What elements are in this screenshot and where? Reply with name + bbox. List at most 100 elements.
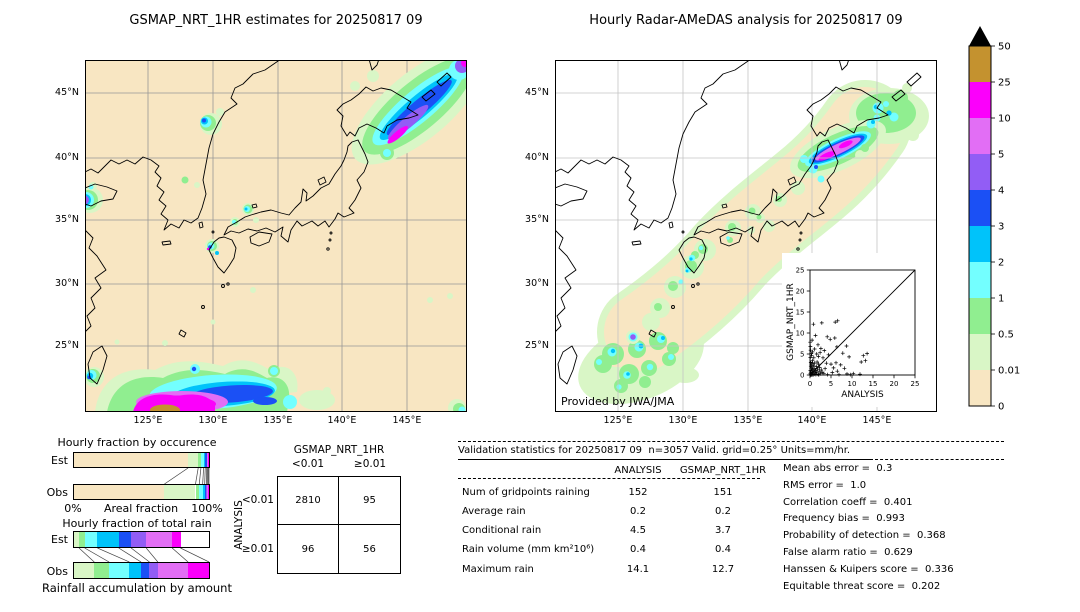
scatter-inset: 00 5 5 10 10 15 15 20 20 25 25 ANALYSIS GSMAP_NRT_… xyxy=(782,253,937,407)
score-line: False alarm ratio = 0.629 xyxy=(783,546,913,558)
stat-row-gsmap-value: 151 xyxy=(713,487,733,498)
stats-top-rule xyxy=(458,441,1004,442)
bar-segment xyxy=(74,532,79,547)
scatter-point-marker xyxy=(817,369,822,374)
map-frame xyxy=(85,60,467,412)
lat-tick-label: 45°N xyxy=(525,87,549,98)
bar-segment xyxy=(94,563,110,578)
total-rain-connectors xyxy=(78,548,210,562)
scatter-point-marker xyxy=(859,360,864,364)
scatter-point-marker xyxy=(819,346,823,351)
scatter-point-marker xyxy=(808,340,813,345)
bar-segment xyxy=(206,485,208,499)
colorbar-segment xyxy=(969,190,991,226)
inset-y-tick-label: 20 xyxy=(796,288,805,296)
flow-connector xyxy=(164,468,189,484)
scatter-point-marker xyxy=(847,355,851,359)
scatter-point-marker xyxy=(816,362,821,366)
lat-tick-label: 35°N xyxy=(55,214,79,225)
bar-segment xyxy=(97,532,119,547)
score-line: Hanssen & Kuipers score = 0.336 xyxy=(783,563,954,575)
flow-connector xyxy=(202,468,204,484)
scatter-point-marker xyxy=(845,372,849,376)
scatter-point-marker xyxy=(833,320,838,324)
bar-segment xyxy=(206,453,208,467)
stats-title-underline-dashed xyxy=(870,459,1004,460)
map-frame xyxy=(555,60,937,412)
contingency-row-label-lt: <0.01 xyxy=(241,494,274,506)
flow-connector xyxy=(180,548,210,562)
stat-row-label: Conditional rain xyxy=(462,525,542,536)
flow-connector xyxy=(195,468,199,484)
colorbar-segment xyxy=(969,298,991,334)
inset-y-tick-label: 15 xyxy=(796,309,805,317)
colorbar-tick-label: 0.5 xyxy=(998,330,1014,341)
lon-tick-label: 130°E xyxy=(198,415,228,426)
inset-x-tick-label: 5 xyxy=(829,380,833,388)
gsmap-map-canvas xyxy=(85,60,467,412)
total-rain-axis-caption: Rainfall accumulation by amount xyxy=(42,581,232,595)
lon-tick-label: 135°E xyxy=(263,415,293,426)
colorbar-tick-label: 2 xyxy=(998,258,1004,269)
total-rain-obs-bar xyxy=(73,562,210,579)
score-line: RMS error = 1.0 xyxy=(783,479,867,491)
bar-segment xyxy=(157,563,189,578)
total-rain-est-label: Est xyxy=(51,533,68,546)
bar-segment xyxy=(129,563,142,578)
bar-segment xyxy=(208,485,209,499)
bar-segment xyxy=(200,453,204,467)
scatter-point-marker xyxy=(815,367,820,371)
contingency-col-group: GSMAP_NRT_1HR xyxy=(293,444,385,456)
bar-segment xyxy=(146,532,173,547)
colorbar-tick-label: 25 xyxy=(998,78,1011,89)
scatter-point-marker xyxy=(829,362,833,366)
occurrence-obs-label: Obs xyxy=(46,486,68,499)
colorbar-segment xyxy=(969,154,991,190)
over-range-triangle-icon xyxy=(969,26,991,46)
scatter-point-marker xyxy=(812,366,817,371)
scatter-point-marker xyxy=(863,358,868,363)
scatter-point-marker xyxy=(822,348,827,353)
scatter-point-marker xyxy=(832,336,837,340)
flow-connector xyxy=(198,468,202,484)
stats-title: Validation statistics for 20250817 09 n=… xyxy=(458,445,851,456)
flow-connector xyxy=(204,468,206,484)
score-line: Correlation coeff = 0.401 xyxy=(783,496,913,508)
contingency-cell-false-alarm: 95 xyxy=(339,477,400,525)
flow-connector xyxy=(118,548,142,562)
scatter-point-marker xyxy=(813,333,818,338)
occurrence-est-bar xyxy=(73,452,210,468)
scatter-point-marker xyxy=(830,370,835,375)
bar-segment xyxy=(188,453,199,467)
scatter-points xyxy=(808,318,869,377)
colorbar-segment xyxy=(969,334,991,370)
scatter-point-marker xyxy=(818,350,822,355)
bar-segment xyxy=(131,532,147,547)
score-line: Equitable threat score = 0.202 xyxy=(783,580,941,592)
scatter-point-marker xyxy=(814,370,819,374)
score-line: Mean abs error = 0.3 xyxy=(783,463,893,474)
flow-connector xyxy=(84,548,110,562)
stat-row-analysis-value: 4.5 xyxy=(630,525,646,536)
scatter-point-marker xyxy=(820,370,825,375)
contingency-row-group: ANALYSIS xyxy=(233,500,245,550)
bar-segment xyxy=(74,563,95,578)
lon-tick-label: 140°E xyxy=(327,415,357,426)
areal-fraction-max: 100% xyxy=(191,502,223,515)
colorbar-tick-label: 10 xyxy=(998,114,1011,125)
colorbar-tick-label: 5 xyxy=(998,150,1004,161)
lon-tick-label: 135°E xyxy=(733,415,763,426)
stats-header-rule xyxy=(458,478,760,479)
left-map-title: GSMAP_NRT_1HR estimates for 20250817 09 xyxy=(129,13,423,28)
scatter-point-marker xyxy=(825,372,830,377)
lon-tick-label: 130°E xyxy=(668,415,698,426)
colorbar-segment xyxy=(969,118,991,154)
scatter-point-marker xyxy=(819,368,824,372)
bar-segment xyxy=(172,532,181,547)
scatter-point-marker xyxy=(809,353,814,358)
lon-tick-label: 125°E xyxy=(603,415,633,426)
lat-tick-label: 40°N xyxy=(55,152,79,163)
scatter-point-marker xyxy=(821,355,825,360)
flow-connector xyxy=(171,548,189,562)
